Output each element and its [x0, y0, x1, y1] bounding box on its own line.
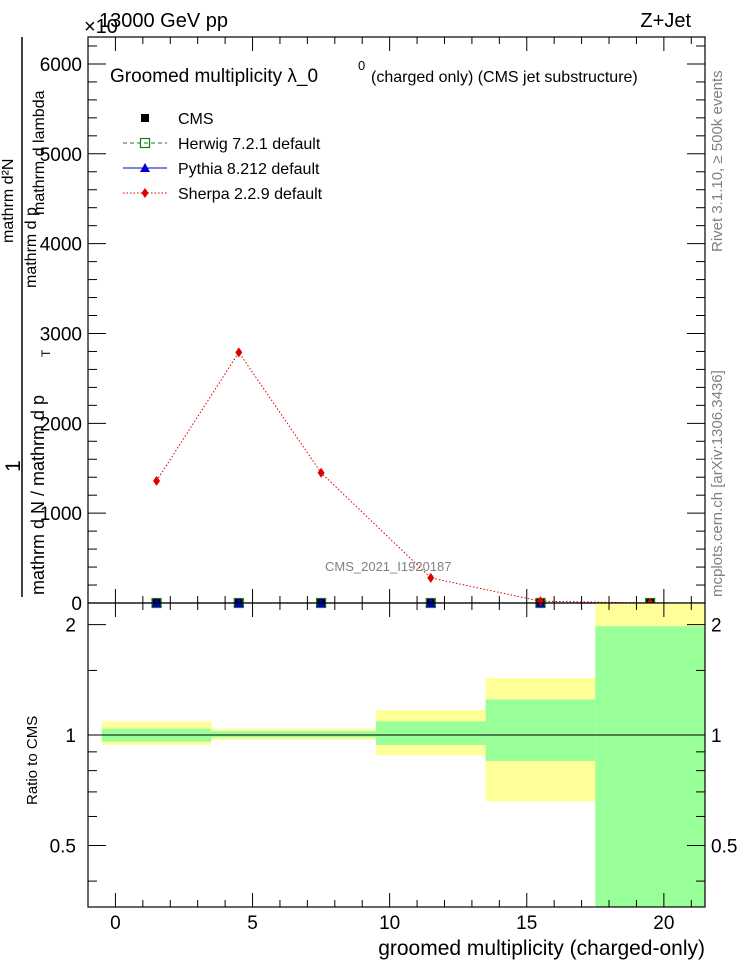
- main-panel: Groomed multiplicity λ_0 0 (charged only…: [0, 36, 706, 615]
- ratio-stat-band-1: [211, 731, 376, 738]
- main-ytick-label-1: 1000: [40, 504, 82, 525]
- ratio-stat-band-2: [375, 721, 486, 745]
- ylabel-d2-numerator: mathrm d²N: [0, 159, 17, 243]
- ylabel-numerator: 1: [2, 460, 25, 472]
- series-3-point-0: [153, 475, 161, 486]
- legend-label-0: CMS: [178, 111, 214, 128]
- legend-marker-2: [140, 163, 150, 172]
- main-ytick-label-4: 4000: [40, 235, 82, 256]
- exponent-label: ×10: [84, 16, 118, 38]
- ratio-ytick-label-1: 1: [65, 726, 76, 747]
- series-3-point-3: [427, 572, 435, 583]
- main-ytick-label-3: 3000: [40, 324, 82, 345]
- plot-title: Groomed multiplicity λ_0: [110, 66, 318, 87]
- ratio-ytick-label-right-0: 0.5: [711, 837, 737, 858]
- rivet-label: Rivet 3.1.10, ≥ 500k events: [709, 70, 726, 252]
- ratio-xtick-label-4: 20: [653, 913, 674, 934]
- ratio-ytick-label-2: 2: [65, 616, 76, 637]
- analysis-watermark: CMS_2021_I1920187: [325, 559, 452, 574]
- ratio-xtick-label-2: 10: [379, 913, 400, 934]
- mcplots-label: mcplots.cern.ch [arXiv:1306.3436]: [709, 370, 726, 597]
- legend-marker-0: [141, 114, 149, 122]
- ratio-bands: [88, 603, 705, 907]
- legend: CMS Herwig 7.2.1 default Pythia 8.212 defa…: [123, 111, 323, 203]
- legend-marker-1: [139, 137, 151, 149]
- legend-label-1: Herwig 7.2.1 default: [178, 136, 321, 153]
- ratio-frame: [87, 602, 706, 908]
- main-axes: 0 1000 2000 3000 4000 5000 6000: [40, 36, 706, 615]
- ylabel-denominator: mathrm d N / mathrm d p: [28, 395, 48, 595]
- xaxis-label: groomed multiplicity (charged-only): [378, 937, 705, 960]
- ratio-axes: 0 5 10 15 20 0.5 0.5 1 1 2 2: [50, 602, 737, 934]
- series-line-3: [156, 351, 651, 604]
- main-ytick-label-5: 5000: [40, 145, 82, 166]
- ratio-xtick-label-1: 5: [247, 913, 258, 934]
- ratio-ytick-label-right-2: 2: [711, 616, 722, 637]
- ylabel-denominator-sub: T: [39, 349, 53, 357]
- main-ytick-label-6: 6000: [40, 55, 82, 76]
- ratio-panel: 0 5 10 15 20 0.5 0.5 1 1 2 2 Ratio to CMS groomed …: [24, 602, 737, 960]
- main-ytick-label-2: 2000: [40, 414, 82, 435]
- plot-title-rest: (charged only) (CMS jet substructure): [371, 69, 638, 86]
- ratio-ylabel: Ratio to CMS: [24, 716, 41, 805]
- legend-marker-3: [141, 188, 149, 198]
- ratio-stat-band-3: [485, 699, 596, 761]
- ylabel-d2-denominator: mathrm d p: [23, 207, 40, 288]
- legend-label-3: Sherpa 2.2.9 default: [178, 186, 323, 203]
- series-3-point-2: [317, 467, 325, 478]
- main-ytick-label-0: 0: [71, 594, 82, 615]
- ratio-xtick-label-0: 0: [110, 913, 121, 934]
- header-process: Z+Jet: [640, 10, 691, 32]
- legend-label-2: Pythia 8.212 default: [178, 161, 320, 178]
- ratio-ytick-label-right-1: 1: [711, 726, 722, 747]
- header-energy: 13000 GeV pp: [99, 10, 228, 32]
- plot-title-sup: 0: [358, 58, 365, 73]
- ylabel-d2-tail: mathrm d lambda: [31, 90, 48, 215]
- series-3-point-1: [235, 347, 243, 358]
- series-3-point-4: [536, 596, 544, 607]
- ratio-xtick-label-3: 15: [516, 913, 537, 934]
- ratio-stat-band-4: [595, 626, 705, 907]
- ratio-ytick-label-0: 0.5: [50, 837, 76, 858]
